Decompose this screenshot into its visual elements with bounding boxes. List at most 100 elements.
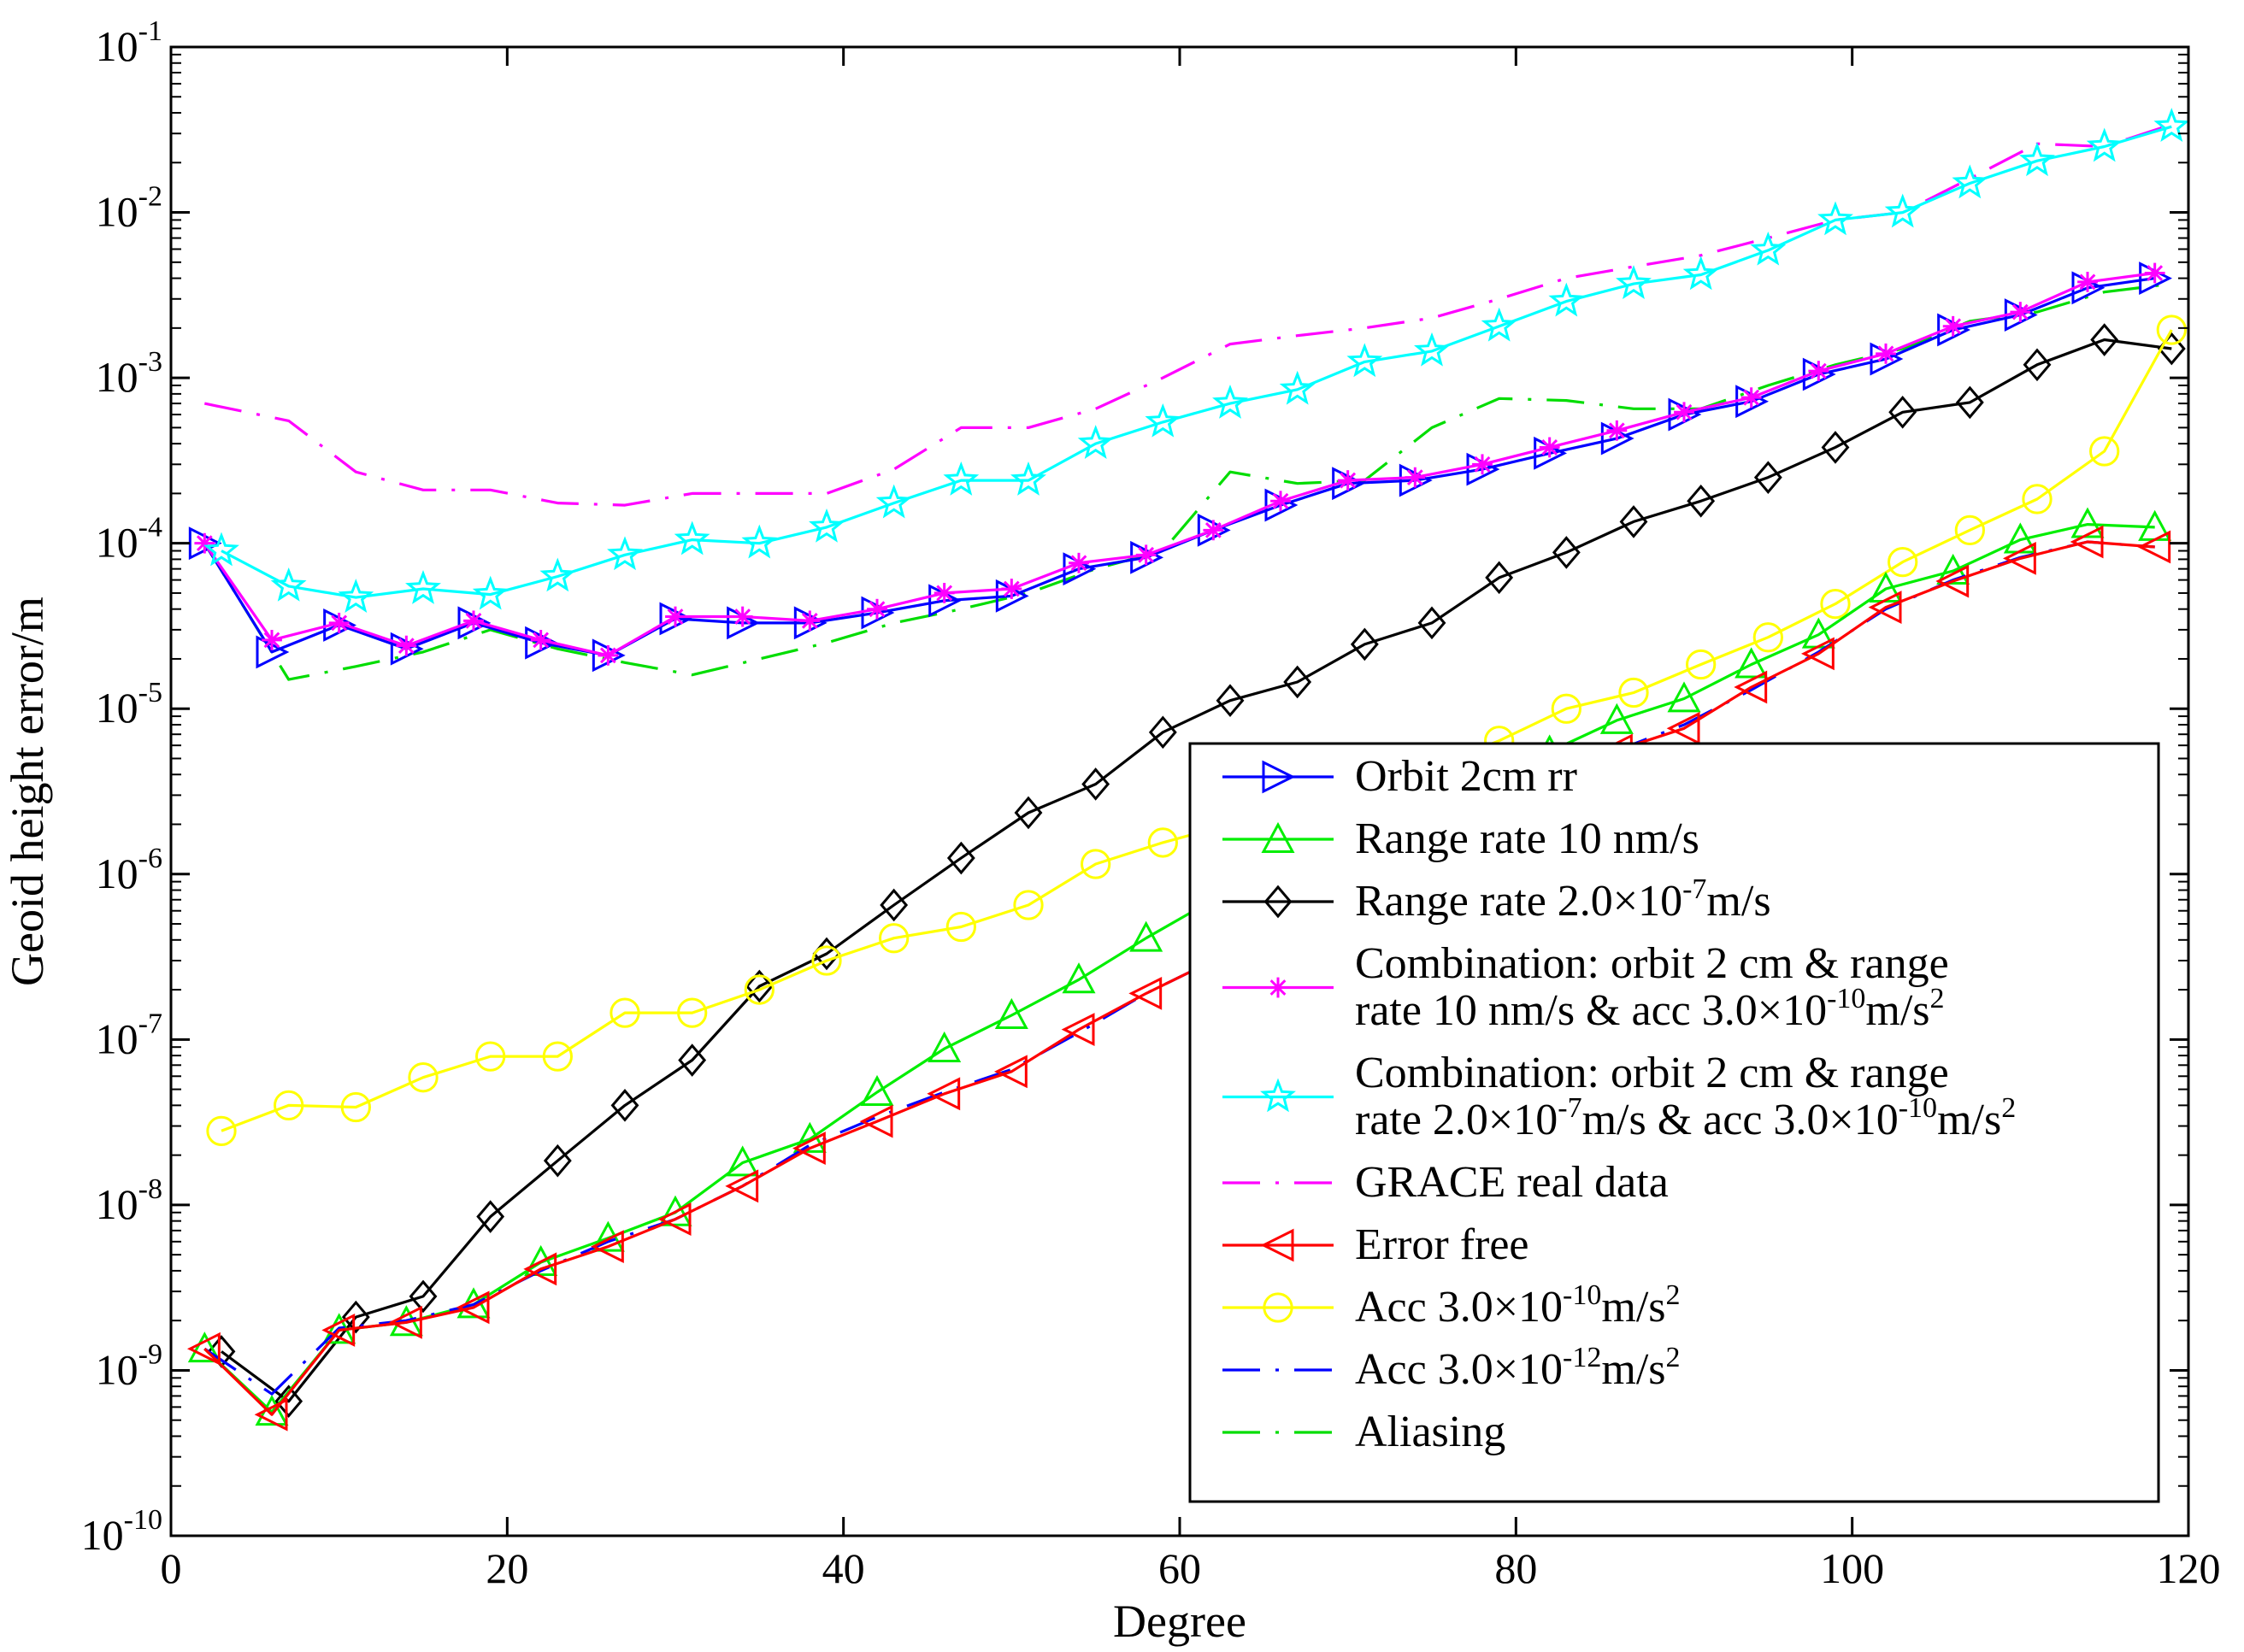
y-tick-label: 10-4: [96, 512, 162, 567]
legend-label: Combination: orbit 2 cm & range: [1355, 939, 1949, 988]
legend-label: Error free: [1355, 1220, 1529, 1269]
data-point-triangle-up: [1261, 821, 1295, 853]
data-point-asterisk: [1539, 437, 1560, 458]
x-tick-label: 20: [486, 1544, 528, 1592]
data-point-asterisk: [732, 606, 753, 627]
data-point-diamond: [1014, 796, 1043, 830]
data-point-triangle-right: [1262, 760, 1296, 794]
series-comb2: [203, 108, 2190, 613]
data-point-circle: [1618, 677, 1649, 708]
axis-labels: Degree Geoid height error/m: [2, 597, 1246, 1647]
data-point-asterisk: [396, 635, 417, 656]
data-point-circle: [340, 1091, 371, 1123]
data-point-diamond: [543, 1143, 572, 1178]
data-point-diamond: [1148, 715, 1177, 750]
data-point-triangle-up: [1599, 703, 1634, 734]
x-tick-label: 80: [1494, 1544, 1537, 1592]
data-point-circle: [1954, 514, 1985, 545]
x-tick-label: 40: [822, 1544, 865, 1592]
data-point-triangle-up: [1667, 681, 1701, 713]
data-point-circle: [1013, 890, 1044, 920]
legend-entry-acc10: Acc 3.0×10-10m/s2: [1222, 1279, 1681, 1332]
data-point-asterisk: [463, 610, 484, 632]
data-point-circle: [2089, 436, 2120, 467]
data-point-star: [472, 575, 509, 610]
data-point-asterisk: [598, 644, 619, 666]
data-point-circle: [408, 1062, 439, 1093]
data-point-asterisk: [1268, 977, 1288, 998]
data-point-diamond: [1485, 561, 1514, 595]
data-point-diamond: [1283, 665, 1312, 699]
legend-label: Aliasing: [1355, 1408, 1505, 1456]
data-point-asterisk: [1808, 361, 1829, 381]
legend-entry-rr10: Range rate 10 nm/s: [1222, 814, 1699, 863]
data-point-triangle-left: [1666, 711, 1700, 745]
data-point-star: [1884, 193, 1921, 228]
data-point-star: [1010, 462, 1046, 496]
data-point-circle: [2156, 315, 2187, 345]
data-point-circle: [274, 1090, 304, 1121]
data-point-star: [1346, 343, 1383, 378]
data-point-asterisk: [2010, 302, 2031, 322]
x-tick-label: 120: [2157, 1544, 2221, 1592]
x-axis-title: Degree: [1113, 1596, 1246, 1647]
data-point-star: [1481, 307, 1517, 342]
data-point-triangle-left: [388, 1305, 422, 1339]
data-point-triangle-up: [524, 1244, 558, 1276]
data-point-triangle-left: [1128, 976, 1163, 1010]
data-point-asterisk: [1674, 402, 1694, 423]
data-point-star: [2086, 127, 2123, 162]
data-point-asterisk: [530, 630, 551, 650]
data-point-triangle-up: [1062, 962, 1096, 994]
legend-entry-alias: Aliasing: [1222, 1408, 1505, 1456]
data-point-circle: [879, 923, 910, 954]
data-point-diamond: [880, 888, 909, 922]
legend-label: GRACE real data: [1355, 1158, 1669, 1207]
data-point-circle: [1888, 546, 1918, 578]
legend-entry-acc12: Acc 3.0×10-12m/s2: [1222, 1342, 1681, 1394]
series-alias: [203, 282, 2172, 681]
data-point-diamond: [2090, 323, 2119, 356]
data-point-triangle-left: [456, 1290, 490, 1325]
data-point-asterisk: [1876, 343, 1896, 364]
y-tick-label: 10-5: [96, 677, 162, 732]
data-point-star: [607, 536, 643, 571]
data-point-circle: [1551, 693, 1581, 724]
data-point-diamond: [1216, 684, 1245, 718]
data-point-star: [1817, 201, 1853, 236]
data-point-asterisk: [1135, 544, 1157, 566]
data-point-asterisk: [1337, 470, 1358, 491]
legend: Orbit 2cm rr Range rate 10 nm/s Range rate…: [1188, 742, 2160, 1503]
data-point-star: [1414, 332, 1450, 367]
data-point-circle: [744, 974, 775, 1005]
ticks-layer: 0 20 40 60 80 100 120 10-10 10-9 10-8 10-7 10-6 10-5…: [81, 15, 2221, 1592]
legend-label: Acc 3.0×10-12m/s2: [1355, 1342, 1681, 1394]
data-point-circle: [945, 911, 976, 943]
data-point-asterisk: [1740, 387, 1762, 409]
data-point-triangle-left: [725, 1169, 759, 1203]
data-point-triangle-left: [1868, 591, 1902, 625]
y-tick-label: 10-8: [96, 1173, 162, 1228]
data-point-circle: [542, 1041, 573, 1072]
data-point-star: [1616, 265, 1652, 299]
data-point-star: [1548, 282, 1585, 317]
data-point-triangle-up: [1129, 920, 1163, 952]
legend-label: Range rate 2.0×10-7m/s: [1355, 873, 1771, 926]
data-point-diamond: [610, 1089, 639, 1122]
data-point-circle: [1147, 827, 1178, 858]
series-line-comb1: [203, 271, 2155, 657]
data-point-star: [1260, 1078, 1296, 1113]
data-point-triangle-left: [321, 1313, 356, 1347]
data-point-circle: [677, 997, 708, 1028]
data-point-triangle-up: [187, 1332, 221, 1363]
data-point-diamond: [1619, 505, 1648, 538]
y-axis-title: Geoid height error/m: [2, 597, 53, 986]
data-point-circle: [206, 1115, 237, 1146]
data-point-triangle-up: [2070, 507, 2105, 538]
data-point-star: [1077, 425, 1114, 459]
data-point-asterisk: [1606, 420, 1628, 441]
data-point-diamond: [1552, 536, 1581, 569]
series-line-grace: [203, 123, 2172, 507]
